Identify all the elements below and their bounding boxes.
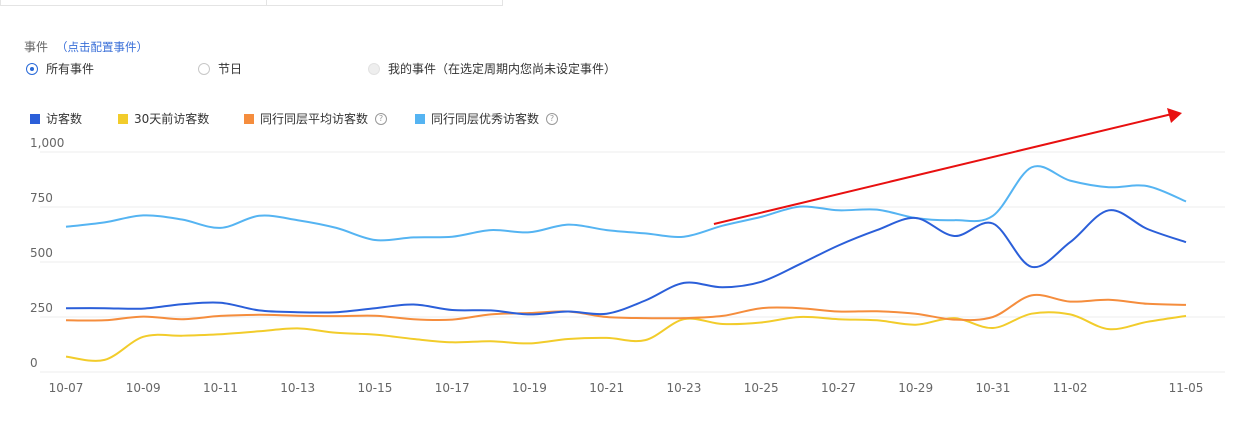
legend-label-peer-avg: 同行同层平均访客数 — [260, 112, 369, 126]
legend-label-peer-excellent: 同行同层优秀访客数 — [431, 112, 540, 126]
radio-all-events[interactable]: 所有事件 — [26, 60, 94, 77]
event-radio-group: 所有事件 节日 我的事件（在选定周期内您尚未设定事件） — [24, 60, 724, 78]
x-tick-label: 10-07 — [49, 381, 84, 395]
x-tick-label: 10-19 — [512, 381, 547, 395]
help-question-icon[interactable]: ? — [546, 112, 559, 125]
radio-checked-icon — [26, 62, 38, 75]
radio-disabled-icon — [368, 62, 380, 75]
x-tick-label: 10-27 — [821, 381, 856, 395]
y-tick-label: 750 — [30, 191, 53, 205]
events-title: 事件 — [24, 40, 49, 54]
legend-item-visitors[interactable]: 访客数 — [30, 110, 82, 127]
series-line-visitors — [65, 209, 1187, 316]
radio-unchecked-icon — [198, 62, 210, 75]
legend-label-visitors: 访客数 — [46, 112, 83, 126]
x-tick-label: 10-23 — [666, 381, 701, 395]
radio-all-events-label: 所有事件 — [46, 62, 95, 76]
legend-item-visitors-30d[interactable]: 30天前访客数 — [118, 110, 209, 127]
x-tick-label: 10-17 — [435, 381, 470, 395]
x-tick-label: 10-15 — [358, 381, 393, 395]
radio-my-events-label: 我的事件（在选定周期内您尚未设定事件） — [388, 62, 617, 76]
x-tick-label: 10-11 — [203, 381, 238, 395]
y-tick-label: 250 — [30, 301, 53, 315]
trend-arrow-head — [1167, 108, 1182, 123]
radio-holidays-label: 节日 — [218, 62, 243, 76]
series-line-peer-avg — [65, 293, 1187, 322]
y-tick-label: 500 — [30, 246, 53, 260]
legend-swatch-visitors — [30, 113, 40, 124]
legend-item-peer-avg[interactable]: 同行同层平均访客数 ? — [244, 110, 388, 127]
x-tick-label: 10-31 — [975, 381, 1010, 395]
events-header: 事件 （点击配置事件） — [24, 38, 148, 55]
legend-swatch-peer-avg — [244, 113, 254, 124]
radio-my-events: 我的事件（在选定周期内您尚未设定事件） — [368, 60, 616, 77]
x-tick-label: 11-05 — [1169, 381, 1204, 395]
x-tick-label: 10-13 — [280, 381, 315, 395]
y-tick-label: 0 — [30, 356, 38, 370]
help-question-icon[interactable]: ? — [375, 112, 388, 125]
x-tick-label: 10-09 — [126, 381, 161, 395]
top-input-box — [0, 0, 503, 6]
series-line-peer-excellent — [65, 165, 1187, 242]
legend-label-visitors-30d: 30天前访客数 — [134, 112, 210, 126]
trend-arrow-line — [713, 113, 1173, 225]
y-tick-label: 1,000 — [30, 136, 64, 150]
legend-item-peer-excellent[interactable]: 同行同层优秀访客数 ? — [415, 110, 559, 127]
x-tick-label: 11-02 — [1053, 381, 1088, 395]
top-input-divider — [266, 0, 267, 5]
x-tick-label: 10-29 — [898, 381, 933, 395]
legend-swatch-peer-excellent — [415, 113, 425, 124]
radio-holidays[interactable]: 节日 — [198, 60, 242, 77]
config-events-link[interactable]: （点击配置事件） — [56, 40, 149, 54]
legend-swatch-visitors-30d — [118, 113, 128, 124]
series-line-visitors-30d — [65, 311, 1187, 362]
x-tick-label: 10-25 — [744, 381, 779, 395]
x-tick-label: 10-21 — [589, 381, 624, 395]
